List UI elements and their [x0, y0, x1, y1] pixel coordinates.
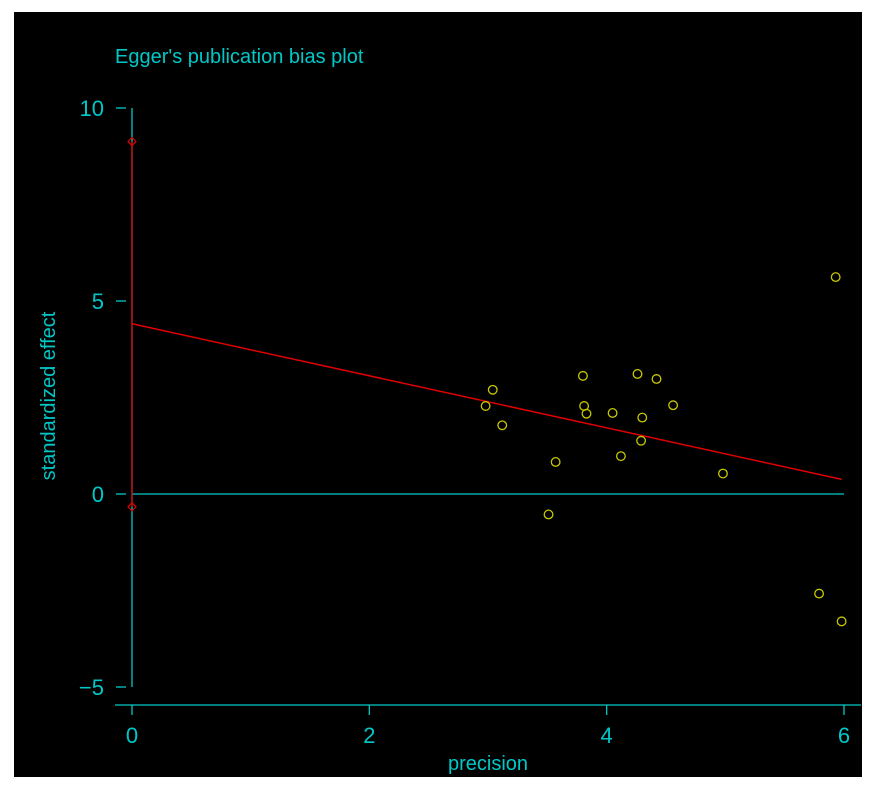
data-point — [718, 468, 728, 479]
y-tick-label: 0 — [92, 482, 104, 507]
data-point — [487, 384, 498, 395]
x-axis-label: precision — [448, 753, 528, 775]
data-point — [550, 457, 561, 467]
data-point — [651, 374, 662, 384]
data-point — [636, 435, 647, 446]
data-point — [615, 451, 626, 462]
x-tick-label: 6 — [838, 723, 850, 748]
y-tick-label: 5 — [92, 289, 104, 314]
intercept-ci-endpoint — [127, 136, 137, 147]
data-point — [632, 369, 643, 379]
data-point — [577, 370, 588, 381]
axes-layer: −5 0 5 10 0 2 4 6 — [79, 96, 861, 748]
data-point — [836, 616, 847, 627]
y-tick-label: 10 — [80, 96, 104, 121]
y-axis-label: standardized effect — [38, 311, 60, 480]
x-tick-label: 0 — [126, 723, 138, 748]
intercept-ci-endpoint — [127, 501, 137, 512]
data-point — [480, 401, 491, 411]
data-point — [814, 588, 825, 599]
y-tick-label: −5 — [79, 675, 104, 700]
chart-background — [14, 12, 862, 777]
data-point — [830, 272, 841, 283]
x-tick-label: 4 — [601, 723, 613, 748]
data-point — [607, 407, 618, 418]
data-point — [637, 412, 648, 423]
data-point — [581, 408, 592, 419]
data-point — [497, 420, 508, 431]
data-point — [543, 509, 554, 520]
data-point — [668, 400, 679, 411]
chart-title: Egger's publication bias plot — [115, 46, 364, 68]
marks-layer — [127, 136, 847, 627]
x-tick-label: 2 — [363, 723, 375, 748]
